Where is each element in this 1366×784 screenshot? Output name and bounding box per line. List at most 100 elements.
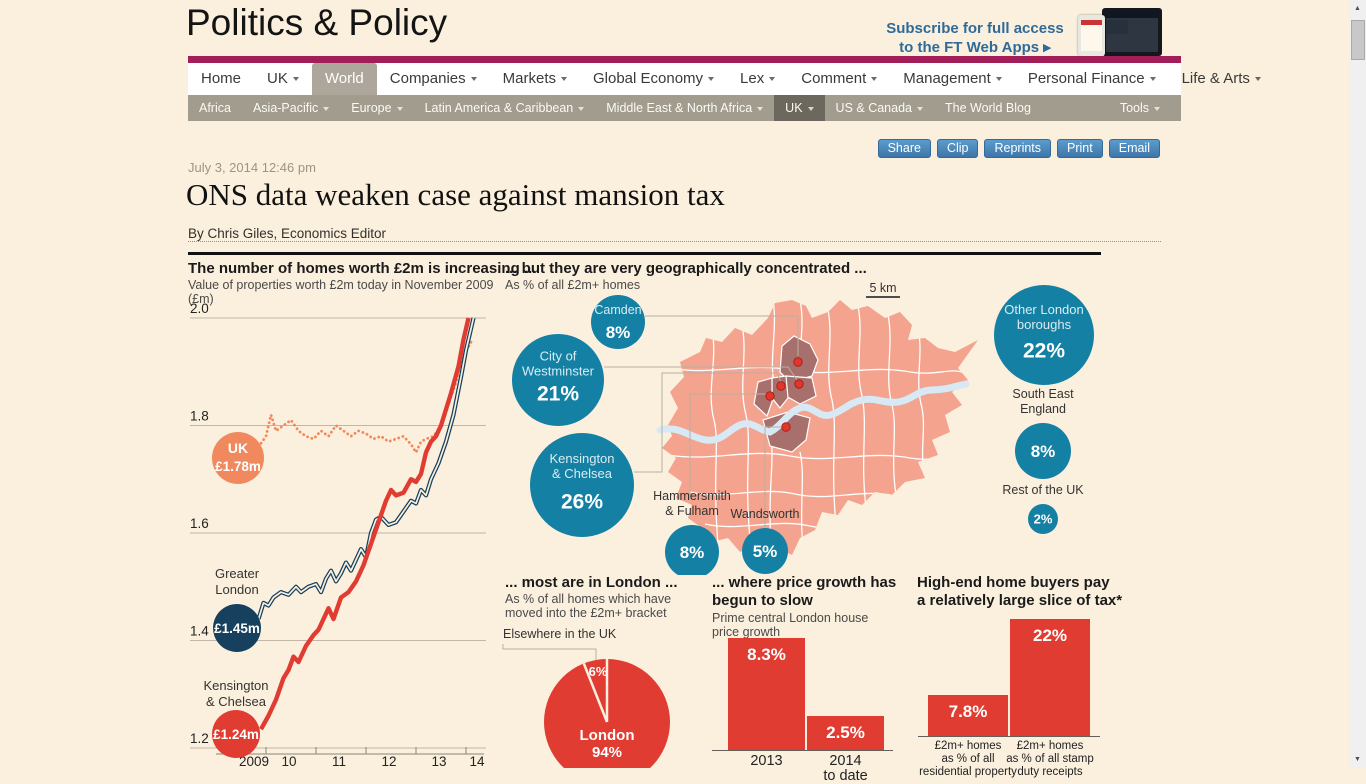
chevron-down-icon bbox=[1154, 106, 1160, 111]
share-button[interactable]: Share bbox=[877, 139, 931, 158]
reprints-button[interactable]: Reprints bbox=[984, 139, 1052, 158]
chevron-down-icon bbox=[470, 77, 477, 82]
bubble-hammersmith-fulham bbox=[665, 525, 719, 575]
ft-apps-promo-image bbox=[1078, 8, 1162, 56]
pie-callout-label: Elsewhere in the UK bbox=[503, 627, 617, 641]
chevron-down-icon bbox=[757, 106, 764, 111]
line-chart: 2.0 1.8 1.6 1.4 1.2 2009 10 11 12 13 14 UK £1.78m Gre… bbox=[190, 301, 486, 768]
subnav-item-middle-east-north-africa[interactable]: Middle East & North Africa bbox=[595, 95, 774, 121]
subnav-item-asia-pacific[interactable]: Asia-Pacific bbox=[242, 95, 340, 121]
bubble-rest-of-uk bbox=[1028, 504, 1058, 534]
chevron-down-icon bbox=[995, 77, 1002, 82]
bar-value-label: 2.5% bbox=[826, 723, 865, 742]
bar-2m-homes bbox=[1010, 619, 1090, 736]
subnav-item-latin-america-caribbean[interactable]: Latin America & Caribbean bbox=[414, 95, 596, 121]
subnav-item-uk[interactable]: UK bbox=[774, 95, 825, 121]
pie-callout-line bbox=[502, 644, 597, 661]
nav-item-comment[interactable]: Comment bbox=[788, 63, 890, 95]
nav-item-life-arts[interactable]: Life & Arts bbox=[1169, 63, 1274, 95]
chevron-down-icon bbox=[292, 77, 299, 82]
svg-text:Camden: Camden bbox=[594, 303, 641, 317]
nav-item-management[interactable]: Management bbox=[890, 63, 1015, 95]
svg-text:London: London bbox=[580, 727, 635, 744]
svg-text:1.8: 1.8 bbox=[190, 409, 209, 424]
subnav-item-the-world-blog[interactable]: The World Blog bbox=[944, 101, 1031, 115]
bar-value-label: 7.8% bbox=[948, 702, 988, 721]
svg-text:Kensington: Kensington bbox=[549, 451, 614, 466]
svg-text:£1.24m: £1.24m bbox=[213, 727, 259, 742]
scroll-down-arrow[interactable]: ▼ bbox=[1354, 756, 1361, 763]
chevron-down-icon bbox=[1254, 77, 1261, 82]
svg-text:Wandsworth: Wandsworth bbox=[730, 507, 799, 521]
print-button[interactable]: Print bbox=[1057, 139, 1103, 158]
svg-text:12: 12 bbox=[381, 754, 396, 768]
main-nav: Home UK World Companies Markets Global Econom… bbox=[188, 63, 1261, 95]
brand-claret-rule bbox=[188, 56, 1181, 63]
svg-text:5%: 5% bbox=[753, 542, 778, 561]
svg-text:14: 14 bbox=[469, 754, 485, 768]
pie-title: ... most are in London ... bbox=[505, 574, 678, 591]
page-title: Politics & Policy bbox=[186, 2, 448, 43]
chevron-down-icon bbox=[1149, 77, 1156, 82]
svg-text:11: 11 bbox=[332, 754, 346, 768]
map-dot-kensington-chelsea bbox=[776, 381, 786, 391]
bubble-wandsworth bbox=[742, 528, 788, 574]
svg-text:1.2: 1.2 bbox=[190, 731, 209, 746]
subscribe-line1: Subscribe for full access bbox=[886, 20, 1064, 37]
svg-text:2009: 2009 bbox=[239, 754, 269, 768]
svg-text:8%: 8% bbox=[1031, 442, 1056, 461]
subnav-item-us-canada[interactable]: US & Canada bbox=[825, 95, 934, 121]
scroll-up-arrow[interactable]: ▲ bbox=[1354, 5, 1361, 12]
line-chart-title: The number of homes worth £2m is increas… bbox=[188, 260, 537, 277]
svg-text:London: London bbox=[215, 582, 258, 597]
subnav-item-africa[interactable]: Africa bbox=[199, 101, 231, 115]
nav-item-markets[interactable]: Markets bbox=[490, 63, 580, 95]
bar-axis bbox=[918, 736, 1100, 737]
map-dot-wandsworth bbox=[781, 422, 791, 432]
nav-item-global-economy[interactable]: Global Economy bbox=[580, 63, 727, 95]
svg-text:boroughs: boroughs bbox=[1017, 317, 1072, 332]
map-title: ... but they are very geographically con… bbox=[505, 260, 867, 277]
chevron-down-icon bbox=[708, 77, 715, 82]
bar-2013 bbox=[728, 638, 805, 750]
svg-text:Westminster: Westminster bbox=[522, 364, 595, 379]
nav-item-companies[interactable]: Companies bbox=[377, 63, 490, 95]
svg-text:£1.78m: £1.78m bbox=[215, 459, 261, 474]
map-dot-hammersmith-fulham bbox=[765, 391, 775, 401]
chevron-down-icon bbox=[769, 77, 776, 82]
email-button[interactable]: Email bbox=[1108, 139, 1160, 158]
nav-item-world[interactable]: World bbox=[311, 63, 377, 95]
browser-scrollbar[interactable]: ▲ ▼ bbox=[1349, 0, 1366, 768]
svg-text:2.0: 2.0 bbox=[190, 301, 209, 316]
borough-hammersmith-fulham bbox=[753, 377, 773, 418]
nav-item-uk[interactable]: UK bbox=[254, 63, 312, 95]
subnav-item-tools[interactable]: Tools bbox=[1109, 95, 1171, 121]
series-uk bbox=[257, 340, 473, 456]
chevron-down-icon bbox=[807, 106, 814, 111]
river-thames bbox=[656, 380, 970, 444]
bar-category-label: 2014 to date bbox=[823, 753, 868, 784]
subnav-item-europe[interactable]: Europe bbox=[340, 95, 413, 121]
scrollbar-thumb[interactable] bbox=[1351, 20, 1365, 60]
nav-item-home[interactable]: Home bbox=[201, 70, 242, 87]
bubble-kensington-chelsea bbox=[530, 433, 634, 537]
svg-text:21%: 21% bbox=[537, 383, 579, 406]
svg-text:8%: 8% bbox=[680, 543, 705, 562]
chevron-down-icon bbox=[578, 106, 585, 111]
chevron-down-icon bbox=[323, 106, 330, 111]
svg-text:& Chelsea: & Chelsea bbox=[552, 466, 613, 481]
badge-greater-london bbox=[213, 604, 261, 652]
article-action-bar: Share Clip Reprints Print Email bbox=[877, 139, 1160, 158]
nav-item-personal-finance[interactable]: Personal Finance bbox=[1015, 63, 1169, 95]
series-kensington-chelsea bbox=[259, 317, 471, 731]
subscribe-line2: to the FT Web Apps ▸ bbox=[899, 39, 1051, 56]
clip-button[interactable]: Clip bbox=[936, 139, 979, 158]
svg-text:Greater: Greater bbox=[215, 566, 260, 581]
badge-uk bbox=[212, 432, 264, 484]
series-greater-london bbox=[256, 317, 476, 620]
nav-item-lex[interactable]: Lex bbox=[727, 63, 788, 95]
subscribe-promo-link[interactable]: Subscribe for full access to the FT Web … bbox=[886, 19, 1064, 57]
svg-text:10: 10 bbox=[281, 754, 296, 768]
svg-text:& Chelsea: & Chelsea bbox=[206, 694, 267, 709]
